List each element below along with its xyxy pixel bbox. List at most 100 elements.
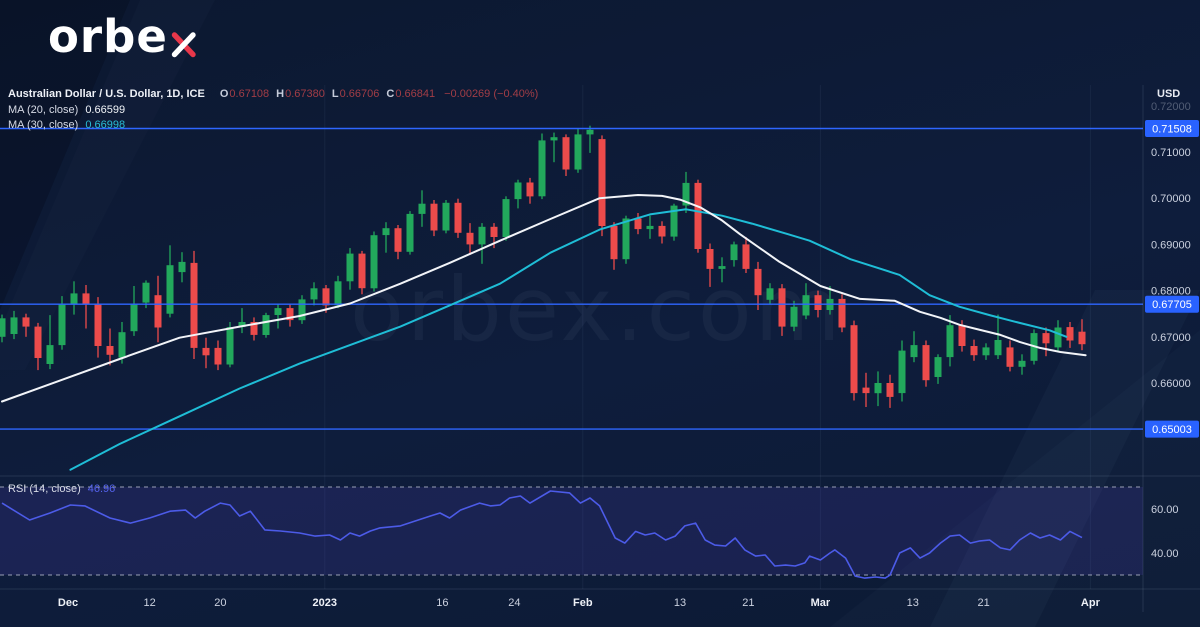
price-axis-tick[interactable]: 0.71000 [1151,147,1191,159]
candle-body [862,387,870,394]
time-axis-tick[interactable]: 13 [907,597,919,609]
candle-body [526,182,534,197]
candle-body [298,299,306,321]
candle-body [478,226,486,245]
candle-body [514,182,522,200]
ma30-legend: MA (30, close) 0.66998 [8,119,125,132]
time-axis-tick[interactable]: 21 [977,597,989,609]
candle-body [1066,327,1074,341]
price-axis-tick[interactable]: 0.69000 [1151,239,1191,251]
candle-body [406,213,414,252]
candle-body [394,228,402,252]
candle-body [1018,360,1026,367]
candle-body [538,140,546,197]
candle-body [346,253,354,282]
candle-body [274,308,282,315]
candle-body [730,244,738,261]
candle-body [94,303,102,346]
price-axis-tick[interactable]: 0.66000 [1151,378,1191,390]
high-label: H [276,88,285,100]
rsi-band [0,487,1143,575]
rsi-line [1,490,1083,579]
time-axis-tick[interactable]: Mar [811,597,831,609]
change-value: −0.00269 (−0.40%) [444,88,539,100]
time-axis-tick[interactable]: 12 [143,597,155,609]
time-axis-tick[interactable]: 20 [214,597,226,609]
candle-body [886,383,894,397]
ma20-legend: MA (20, close) 0.66599 [8,104,125,117]
candle-body [142,282,150,303]
candle-body [646,225,654,230]
candle-body [694,182,702,249]
candle-body [790,306,798,327]
time-axis-tick[interactable]: 13 [674,597,686,609]
candle-body [214,347,222,365]
price-axis-tick[interactable]: 0.72000 [1151,101,1191,113]
low-label: L [331,88,339,100]
candle-body [490,226,498,237]
candle-body [1078,331,1086,345]
candle-body [778,288,786,327]
time-axis-tick[interactable]: Feb [573,597,593,609]
price-axis-tick[interactable]: 0.70000 [1151,193,1191,205]
candle-body [238,322,246,328]
rsi-axis-tick[interactable]: 40.00 [1151,548,1179,560]
candle-body [106,346,114,355]
candle-body [454,202,462,233]
ma20-line [1,194,1087,403]
candle-body [718,266,726,269]
price-level-badge[interactable] [1145,120,1199,137]
candle-body [622,218,630,260]
candle-body [190,262,198,348]
candle-body [286,308,294,321]
candle-body [910,345,918,358]
candle-body [418,203,426,214]
close-value: 0.66841 [395,88,436,100]
background-deco [0,0,130,310]
rsi-value: 46.96 [87,483,116,495]
candle-body [130,304,138,332]
candle-body [598,139,606,226]
time-axis-tick[interactable]: 16 [436,597,448,609]
candle-body [922,345,930,381]
candle-body [34,326,42,358]
candle-body [310,288,318,300]
candle-body [706,249,714,269]
ma20-value: 0.66599 [85,104,126,116]
candle-body [334,281,342,306]
candle-body [466,232,474,245]
price-level-badge[interactable] [1145,420,1199,438]
candle-body [610,225,618,260]
candle-body [70,293,78,304]
time-axis-tick[interactable]: 2023 [313,597,337,609]
candle-body [46,345,54,364]
price-axis-tick[interactable]: 0.68000 [1151,286,1191,298]
time-axis-tick[interactable]: Apr [1081,597,1101,609]
candle-body [814,295,822,310]
price-level-badge-label: 0.67705 [1152,299,1192,311]
rsi-axis-tick[interactable]: 60.00 [1151,504,1179,516]
candle-body [1054,327,1062,348]
candle-body [766,288,774,300]
price-level-badge[interactable] [1145,295,1199,313]
candle-body [994,340,1002,356]
candle-body [574,134,582,170]
candle-body [586,129,594,135]
price-axis-tick[interactable]: 0.67000 [1151,332,1191,344]
orbex-logo-text: orbe [48,10,168,63]
open-value: 0.67108 [229,88,270,100]
candle-body [322,288,330,306]
candle-body [934,357,942,377]
candle-body [22,317,30,327]
time-axis-tick[interactable]: 21 [742,597,754,609]
candle-body [562,137,570,170]
candle-body [670,205,678,237]
ma30-value: 0.66998 [85,119,126,131]
rsi-legend: RSI (14, close) 46.96 [8,483,115,496]
time-axis-tick[interactable]: Dec [58,597,78,609]
candle-body [658,225,666,237]
time-axis-tick[interactable]: 24 [508,597,520,609]
high-value: 0.67380 [285,88,325,100]
candle-body [118,332,126,358]
